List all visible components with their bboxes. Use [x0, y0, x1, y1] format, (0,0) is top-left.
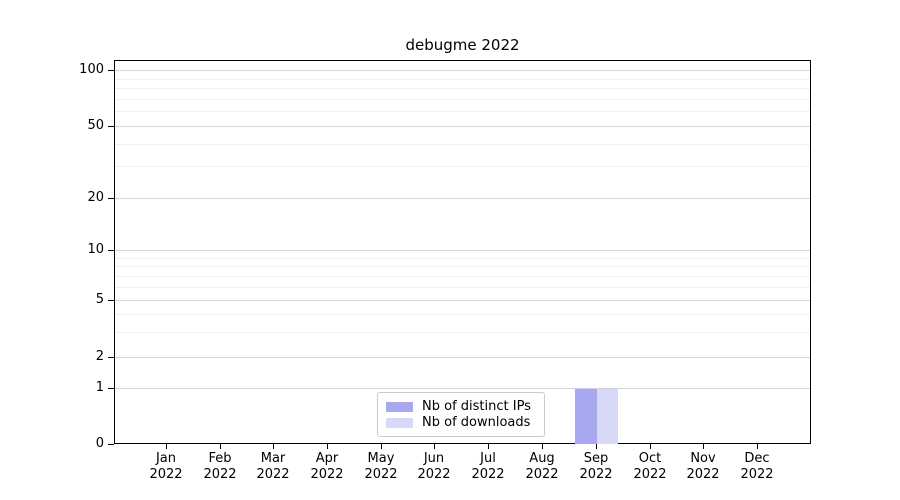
legend-label: Nb of distinct IPs [422, 399, 531, 414]
y-tick-label: 100 [79, 62, 104, 77]
x-tick-year: 2022 [417, 467, 451, 482]
x-tick-year: 2022 [149, 467, 183, 482]
minor-gridline [115, 88, 810, 89]
x-tick-year: 2022 [579, 467, 613, 482]
x-tick-mark [596, 444, 597, 449]
x-tick-month: Dec [744, 451, 770, 466]
minor-gridline [115, 111, 810, 112]
x-tick-label: Nov 2022 [671, 451, 735, 483]
x-tick-year: 2022 [740, 467, 774, 482]
x-tick-month: May [367, 451, 395, 466]
x-tick-year: 2022 [364, 467, 398, 482]
y-tick-mark [108, 70, 114, 71]
x-tick-month: Feb [208, 451, 232, 466]
x-tick-label: Dec 2022 [725, 451, 789, 483]
legend-item: Nb of distinct IPs [386, 399, 536, 415]
x-tick-month: Jan [155, 451, 177, 466]
x-tick-mark [650, 444, 651, 449]
x-tick-year: 2022 [633, 467, 667, 482]
y-tick-label: 1 [95, 380, 104, 395]
bar-nb-of-distinct-ips [575, 389, 597, 444]
major-gridline [115, 126, 810, 127]
x-tick-mark [542, 444, 543, 449]
major-gridline [115, 388, 810, 389]
x-tick-mark [488, 444, 489, 449]
y-tick-label: 5 [95, 292, 104, 307]
x-tick-year: 2022 [256, 467, 290, 482]
x-tick-month: Sep [583, 451, 609, 466]
minor-gridline [115, 287, 810, 288]
x-tick-mark [327, 444, 328, 449]
x-tick-year: 2022 [686, 467, 720, 482]
minor-gridline [115, 276, 810, 277]
legend-item: Nb of downloads [386, 415, 536, 431]
x-tick-mark [703, 444, 704, 449]
x-tick-label: Sep 2022 [564, 451, 628, 483]
x-tick-year: 2022 [310, 467, 344, 482]
legend-swatch-icon [386, 402, 413, 412]
y-tick-label: 50 [87, 118, 104, 133]
x-tick-year: 2022 [203, 467, 237, 482]
y-tick-label: 10 [87, 242, 104, 257]
x-tick-mark [381, 444, 382, 449]
major-gridline [115, 70, 810, 71]
x-tick-mark [220, 444, 221, 449]
y-tick-mark [108, 388, 114, 389]
minor-gridline [115, 332, 810, 333]
minor-gridline [115, 314, 810, 315]
x-tick-label: May 2022 [349, 451, 413, 483]
x-tick-month: Mar [260, 451, 286, 466]
x-tick-mark [757, 444, 758, 449]
x-tick-label: Oct 2022 [618, 451, 682, 483]
x-tick-label: Jan 2022 [134, 451, 198, 483]
y-tick-mark [108, 444, 114, 445]
x-tick-month: Apr [315, 451, 339, 466]
x-tick-mark [273, 444, 274, 449]
x-tick-label: Apr 2022 [295, 451, 359, 483]
minor-gridline [115, 258, 810, 259]
major-gridline [115, 300, 810, 301]
x-tick-mark [434, 444, 435, 449]
x-tick-month: Aug [529, 451, 555, 466]
minor-gridline [115, 166, 810, 167]
y-tick-label: 0 [95, 436, 104, 451]
x-tick-label: Jun 2022 [402, 451, 466, 483]
chart-title: debugme 2022 [405, 36, 520, 54]
major-gridline [115, 250, 810, 251]
y-tick-label: 20 [87, 190, 104, 205]
x-tick-month: Oct [638, 451, 662, 466]
y-tick-mark [108, 126, 114, 127]
y-tick-mark [108, 250, 114, 251]
x-tick-year: 2022 [471, 467, 505, 482]
x-tick-mark [166, 444, 167, 449]
y-tick-mark [108, 357, 114, 358]
x-tick-label: Jul 2022 [456, 451, 520, 483]
y-tick-mark [108, 198, 114, 199]
y-tick-label: 2 [95, 349, 104, 364]
x-tick-month: Jul [480, 451, 496, 466]
minor-gridline [115, 99, 810, 100]
minor-gridline [115, 144, 810, 145]
x-tick-month: Nov [690, 451, 716, 466]
bar-nb-of-downloads [597, 389, 618, 444]
x-tick-month: Jun [423, 451, 445, 466]
y-tick-mark [108, 300, 114, 301]
legend-swatch-icon [386, 418, 413, 428]
plot-area [114, 60, 811, 444]
minor-gridline [115, 79, 810, 80]
major-gridline [115, 357, 810, 358]
x-tick-label: Feb 2022 [188, 451, 252, 483]
x-tick-label: Mar 2022 [241, 451, 305, 483]
legend-label: Nb of downloads [422, 415, 531, 430]
x-tick-year: 2022 [525, 467, 559, 482]
legend: Nb of distinct IPs Nb of downloads [377, 392, 545, 437]
x-tick-label: Aug 2022 [510, 451, 574, 483]
major-gridline [115, 198, 810, 199]
minor-gridline [115, 266, 810, 267]
